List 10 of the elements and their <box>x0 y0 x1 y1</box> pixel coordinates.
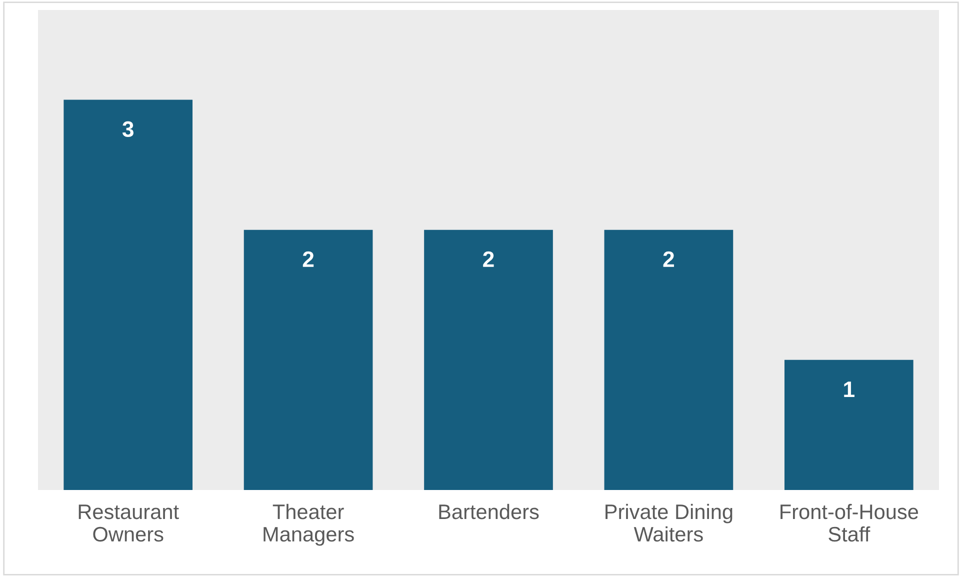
x-tick-label: Theater Managers <box>264 504 354 546</box>
data-label: 2 <box>483 251 494 267</box>
data-label: 1 <box>844 382 854 397</box>
data-label: 2 <box>663 251 674 267</box>
data-label: 3 <box>122 121 134 138</box>
x-tick-label: Restaurant Owners <box>78 504 179 542</box>
x-tick-label: Private Dining Waiters <box>606 504 732 542</box>
x-tick-label: Bartenders <box>439 504 539 520</box>
x-tick-label: Front-of-House Staff <box>780 504 918 542</box>
data-label: 2 <box>302 251 314 267</box>
